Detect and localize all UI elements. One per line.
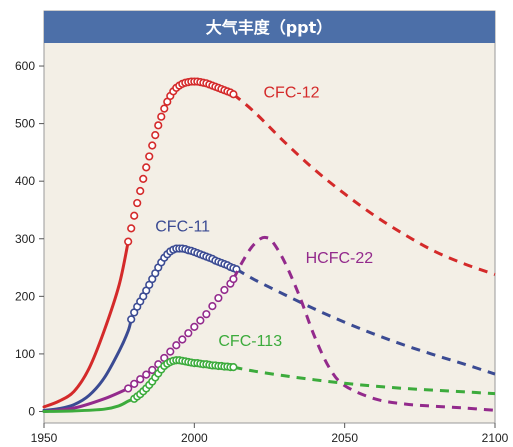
data-point-cfc-12 [139, 174, 148, 183]
y-tick-label: 600 [15, 59, 35, 73]
plot-area [43, 10, 496, 424]
data-point-hcfc-22 [184, 329, 193, 338]
data-point-hcfc-22 [229, 274, 238, 284]
data-point-hcfc-22 [208, 302, 217, 311]
y-tick-label: 100 [15, 347, 35, 361]
x-tick-label: 2100 [482, 431, 509, 445]
data-point-cfc-11 [127, 315, 136, 324]
data-point-cfc-12 [136, 186, 145, 196]
data-point-cfc-12 [148, 141, 157, 150]
data-point-hcfc-22 [136, 375, 145, 384]
x-tick-label: 1950 [31, 431, 58, 445]
data-point-cfc-12 [157, 112, 166, 121]
data-point-cfc-12 [160, 104, 169, 113]
projection-line-hcfc-22 [232, 235, 496, 412]
y-tick-label: 500 [15, 117, 35, 131]
data-point-cfc-12 [127, 224, 136, 233]
data-point-cfc-113 [229, 363, 238, 372]
data-point-hcfc-22 [166, 347, 175, 356]
data-point-hcfc-22 [148, 365, 157, 375]
series-cfc-12 [42, 77, 496, 409]
data-point-hcfc-22 [220, 285, 229, 295]
series-layer [42, 77, 496, 413]
chart-title: 大气丰度（ppt） [206, 18, 333, 37]
y-tick-label: 0 [28, 404, 35, 418]
data-point-hcfc-22 [202, 310, 211, 319]
data-point-hcfc-22 [196, 316, 205, 325]
series-label-cfc-113: CFC-113 [218, 333, 282, 350]
title-bar [44, 11, 495, 43]
y-tick-label: 400 [15, 174, 35, 188]
label-layer: CFC-12 CFC-11 HCFC-22 CFC-113 [155, 85, 373, 350]
projection-line-cfc-12 [232, 93, 496, 276]
data-point-hcfc-22 [130, 379, 139, 388]
data-point-hcfc-22 [142, 370, 151, 379]
data-point-cfc-12 [133, 198, 142, 208]
projection-line-cfc-113 [233, 365, 496, 396]
series-label-cfc-11: CFC-11 [155, 218, 210, 235]
data-point-cfc-12 [145, 152, 154, 161]
data-point-cfc-12 [130, 211, 139, 220]
data-point-hcfc-22 [124, 384, 133, 393]
series-label-hcfc-22: HCFC-22 [306, 250, 374, 267]
data-point-cfc-12 [151, 131, 160, 140]
series-cfc-113 [42, 356, 496, 413]
y-tick-label: 200 [15, 289, 35, 303]
series-cfc-11 [42, 244, 496, 412]
observed-line-cfc-11 [42, 317, 133, 412]
observed-line-cfc-113 [42, 397, 136, 413]
series-label-cfc-12: CFC-12 [263, 85, 319, 102]
axis-ticks: 0 100 200 300 400 500 600 1950 2000 2050 2100 [15, 59, 509, 445]
data-point-hcfc-22 [172, 341, 181, 350]
data-point-hcfc-22 [190, 322, 199, 331]
data-point-cfc-12 [142, 163, 151, 172]
data-point-cfc-12 [124, 237, 133, 246]
data-point-hcfc-22 [178, 335, 187, 344]
data-point-cfc-12 [229, 90, 238, 99]
data-point-cfc-12 [154, 121, 163, 130]
observed-line-cfc-12 [42, 240, 130, 409]
x-tick-label: 2050 [331, 431, 358, 445]
data-point-hcfc-22 [214, 293, 223, 303]
projection-line-cfc-11 [235, 267, 496, 376]
x-tick-label: 2000 [181, 431, 208, 445]
y-tick-label: 300 [15, 232, 35, 246]
